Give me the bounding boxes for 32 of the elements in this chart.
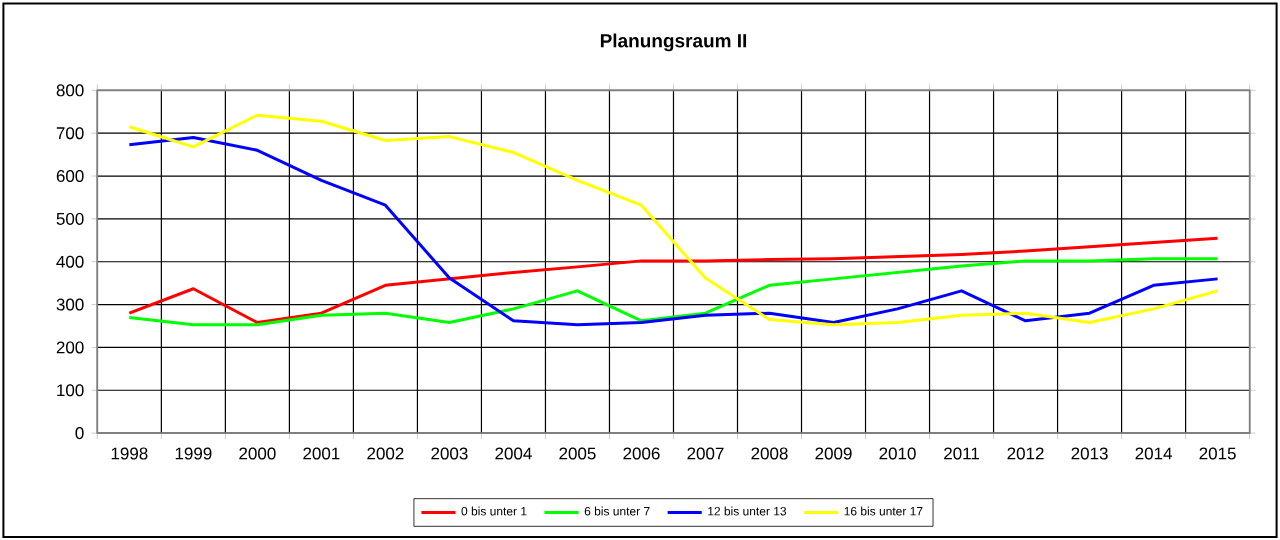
y-tick-label: 300 — [56, 298, 84, 311]
x-tick-label: 2000 — [239, 447, 276, 460]
x-tick-label: 2009 — [815, 447, 852, 460]
y-tick-label: 600 — [56, 169, 84, 182]
legend-label: 16 bis unter 17 — [844, 506, 923, 516]
x-tick-label: 2011 — [944, 447, 979, 460]
legend-label: 0 bis unter 1 — [461, 506, 527, 516]
y-tick-label: 400 — [56, 255, 84, 268]
x-tick-label: 2010 — [879, 447, 916, 460]
x-tick-label: 2008 — [751, 447, 788, 460]
x-tick-label: 2014 — [1135, 447, 1172, 460]
legend-label: 6 bis unter 7 — [584, 506, 650, 516]
x-tick-label: 1998 — [111, 447, 148, 460]
y-tick-label: 500 — [56, 212, 84, 225]
x-tick-label: 2007 — [687, 447, 724, 460]
x-tick-label: 2004 — [495, 447, 532, 460]
chart-title: Planungsraum II — [600, 33, 747, 52]
y-tick-label: 700 — [56, 126, 84, 139]
x-tick-label: 2013 — [1071, 447, 1108, 460]
y-tick-label: 100 — [57, 384, 84, 397]
x-tick-label: 2001 — [303, 447, 340, 460]
legend-label: 12 bis unter 13 — [708, 506, 787, 516]
x-tick-label: 2012 — [1007, 447, 1044, 460]
x-tick-label: 2003 — [431, 447, 468, 460]
x-tick-label: 2005 — [559, 447, 596, 460]
x-tick-label: 2002 — [367, 447, 404, 460]
x-tick-label: 2006 — [623, 447, 660, 460]
y-tick-label: 200 — [56, 341, 84, 354]
x-tick-label: 1999 — [175, 447, 212, 460]
y-tick-label: 800 — [56, 84, 84, 97]
x-tick-label: 2015 — [1199, 447, 1236, 460]
y-tick-label: 0 — [75, 426, 84, 439]
